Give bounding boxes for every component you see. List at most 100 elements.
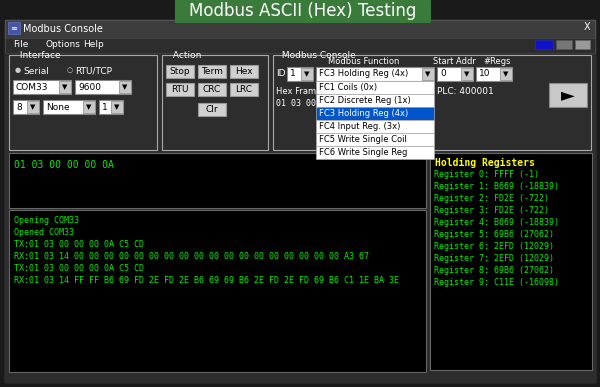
Text: RTU: RTU bbox=[171, 85, 189, 94]
Bar bbox=[166, 83, 194, 96]
Text: 9600: 9600 bbox=[78, 82, 101, 91]
Bar bbox=[13, 100, 39, 114]
Text: COM33: COM33 bbox=[16, 82, 49, 91]
Text: FC6 Write Single Reg: FC6 Write Single Reg bbox=[319, 148, 407, 157]
Text: ●: ● bbox=[15, 67, 21, 73]
Text: Register 3: FD2E (-722): Register 3: FD2E (-722) bbox=[434, 206, 549, 215]
Bar bbox=[9, 55, 157, 150]
Bar bbox=[316, 67, 434, 81]
Text: Serial: Serial bbox=[23, 67, 49, 76]
Bar bbox=[59, 81, 71, 93]
Bar bbox=[5, 38, 595, 53]
Text: Stop: Stop bbox=[170, 67, 190, 76]
Bar bbox=[111, 101, 123, 113]
Text: ▼: ▼ bbox=[464, 71, 470, 77]
Text: ▼: ▼ bbox=[86, 104, 92, 110]
Bar bbox=[230, 83, 258, 96]
Text: Interface: Interface bbox=[17, 50, 64, 60]
Bar bbox=[500, 68, 512, 80]
Text: 01 03 00 00 00: 01 03 00 00 00 bbox=[276, 99, 346, 108]
Bar bbox=[5, 20, 595, 38]
Text: X: X bbox=[584, 22, 590, 32]
Text: FC5 Write Single Coil: FC5 Write Single Coil bbox=[319, 135, 407, 144]
Bar bbox=[9, 210, 426, 372]
Text: ▼: ▼ bbox=[304, 71, 310, 77]
Text: ≡: ≡ bbox=[11, 24, 17, 33]
Text: ▼: ▼ bbox=[62, 84, 68, 90]
Text: Modbus Console: Modbus Console bbox=[279, 50, 359, 60]
Bar bbox=[556, 40, 572, 49]
Text: Hex Frame (ex. 01: Hex Frame (ex. 01 bbox=[276, 87, 353, 96]
Bar bbox=[273, 55, 591, 150]
Text: 8: 8 bbox=[16, 103, 22, 111]
Bar bbox=[316, 107, 434, 120]
Bar bbox=[316, 133, 434, 146]
Text: Clr: Clr bbox=[206, 105, 218, 114]
Bar bbox=[119, 81, 131, 93]
Text: Register 2: FD2E (-722): Register 2: FD2E (-722) bbox=[434, 194, 549, 203]
Text: ○: ○ bbox=[67, 67, 73, 73]
Bar bbox=[301, 68, 313, 80]
Text: Action: Action bbox=[170, 50, 204, 60]
Bar bbox=[9, 153, 426, 208]
Bar bbox=[476, 67, 512, 81]
Text: FC3 Holding Reg (4x): FC3 Holding Reg (4x) bbox=[319, 70, 408, 79]
Text: RX:01 03 14 00 00 00 00 00 00 00 00 00 00 00 00 00 00 00 00 00 00 A3 67: RX:01 03 14 00 00 00 00 00 00 00 00 00 0… bbox=[14, 252, 369, 261]
Text: 01 03 00 00 00 0A: 01 03 00 00 00 0A bbox=[14, 160, 114, 170]
Text: Opening COM33: Opening COM33 bbox=[14, 216, 79, 225]
Text: ▼: ▼ bbox=[31, 104, 35, 110]
Bar bbox=[549, 83, 587, 107]
Bar bbox=[5, 53, 595, 382]
Bar bbox=[430, 153, 592, 370]
Bar bbox=[43, 100, 95, 114]
Text: 0: 0 bbox=[440, 70, 446, 79]
Bar bbox=[198, 103, 226, 116]
Bar bbox=[8, 22, 20, 34]
Text: Modbus Console: Modbus Console bbox=[23, 24, 103, 34]
Text: CRC: CRC bbox=[203, 85, 221, 94]
Text: ▼: ▼ bbox=[503, 71, 509, 77]
Bar bbox=[422, 68, 434, 80]
Bar bbox=[575, 40, 590, 49]
Bar bbox=[230, 65, 258, 78]
Text: RX:01 03 14 FF FF B6 69 FD 2E FD 2E B6 69 69 B6 2E FD 2E FD 69 B6 C1 1E BA 3E: RX:01 03 14 FF FF B6 69 FD 2E FD 2E B6 6… bbox=[14, 276, 399, 285]
Bar bbox=[198, 83, 226, 96]
Bar bbox=[316, 81, 434, 94]
Bar bbox=[162, 55, 268, 150]
Bar bbox=[316, 146, 434, 159]
Text: TX:01 03 00 00 00 0A C5 CD: TX:01 03 00 00 00 0A C5 CD bbox=[14, 264, 144, 273]
Text: Register 0: FFFF (-1): Register 0: FFFF (-1) bbox=[434, 170, 539, 179]
Bar bbox=[535, 40, 553, 49]
Bar bbox=[27, 101, 39, 113]
Text: Modbus Function: Modbus Function bbox=[328, 57, 400, 66]
Bar bbox=[175, 0, 430, 22]
Bar bbox=[166, 65, 194, 78]
Text: Help: Help bbox=[83, 40, 104, 49]
Text: Register 6: 2EFD (12029): Register 6: 2EFD (12029) bbox=[434, 242, 554, 251]
Text: PLC: 400001: PLC: 400001 bbox=[437, 87, 494, 96]
Text: Register 9: C11E (-16098): Register 9: C11E (-16098) bbox=[434, 278, 559, 287]
Text: FC4 Input Reg. (3x): FC4 Input Reg. (3x) bbox=[319, 122, 400, 131]
Text: Start Addr: Start Addr bbox=[433, 57, 476, 66]
Text: 1: 1 bbox=[290, 70, 296, 79]
Text: ▼: ▼ bbox=[115, 104, 119, 110]
Text: ►: ► bbox=[561, 86, 575, 104]
Bar bbox=[287, 67, 313, 81]
Text: LRC: LRC bbox=[235, 85, 253, 94]
Text: ▼: ▼ bbox=[122, 84, 128, 90]
Text: ID: ID bbox=[276, 69, 286, 78]
Bar bbox=[316, 94, 434, 107]
Bar bbox=[13, 80, 71, 94]
Text: File: File bbox=[13, 40, 28, 49]
Bar bbox=[198, 65, 226, 78]
Bar bbox=[316, 120, 434, 133]
Text: Register 8: 69B6 (27062): Register 8: 69B6 (27062) bbox=[434, 266, 554, 275]
Bar bbox=[437, 67, 473, 81]
Text: Register 4: B669 (-18839): Register 4: B669 (-18839) bbox=[434, 218, 559, 227]
Text: 1: 1 bbox=[102, 103, 108, 111]
Text: Modbus ASCII (Hex) Testing: Modbus ASCII (Hex) Testing bbox=[189, 2, 416, 20]
Text: Opened COM33: Opened COM33 bbox=[14, 228, 74, 237]
Text: None: None bbox=[46, 103, 70, 111]
Text: FC1 Coils (0x): FC1 Coils (0x) bbox=[319, 83, 377, 92]
Bar bbox=[99, 100, 123, 114]
